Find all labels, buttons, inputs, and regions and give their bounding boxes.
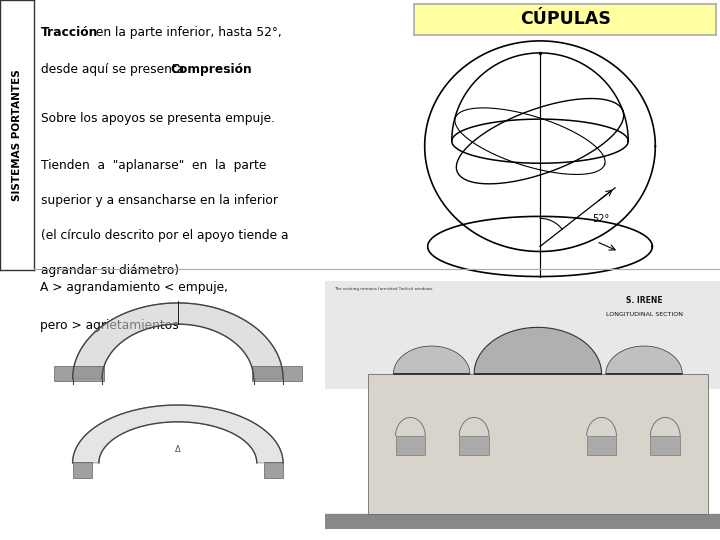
- Polygon shape: [54, 366, 104, 381]
- Polygon shape: [325, 514, 720, 529]
- Text: A > agrandamiento < empuje,: A > agrandamiento < empuje,: [40, 281, 228, 294]
- Bar: [325, 281, 720, 389]
- Polygon shape: [251, 366, 302, 381]
- Polygon shape: [73, 462, 91, 477]
- Polygon shape: [459, 436, 489, 455]
- Text: Compresión: Compresión: [171, 63, 252, 76]
- Polygon shape: [587, 436, 616, 455]
- Text: en la parte inferior, hasta 52°,: en la parte inferior, hasta 52°,: [91, 26, 282, 39]
- Polygon shape: [73, 303, 283, 379]
- Text: LONGITUDINAL SECTION: LONGITUDINAL SECTION: [606, 312, 683, 317]
- Text: (el círculo descrito por el apoyo tiende a: (el círculo descrito por el apoyo tiende…: [41, 228, 289, 241]
- Polygon shape: [395, 436, 426, 455]
- Text: .: .: [227, 63, 230, 76]
- Text: SISTEMAS PORTANTES: SISTEMAS PORTANTES: [12, 69, 22, 201]
- Polygon shape: [368, 374, 708, 514]
- Text: Tracción: Tracción: [41, 26, 99, 39]
- Text: Sobre los apoyos se presenta empuje.: Sobre los apoyos se presenta empuje.: [41, 112, 275, 125]
- Text: Δ: Δ: [175, 446, 181, 455]
- Text: pero > agrietamientos: pero > agrietamientos: [40, 319, 179, 332]
- Text: S. IRENE: S. IRENE: [626, 296, 662, 305]
- Polygon shape: [393, 346, 470, 374]
- Text: CÚPULAS: CÚPULAS: [520, 10, 611, 29]
- Text: agrandar su diámetro): agrandar su diámetro): [41, 264, 179, 276]
- Polygon shape: [264, 462, 283, 477]
- Text: superior y a ensancharse en la inferior: superior y a ensancharse en la inferior: [41, 193, 278, 206]
- Polygon shape: [606, 346, 683, 374]
- Polygon shape: [650, 436, 680, 455]
- Text: The existing remains furnished Turkish windows.: The existing remains furnished Turkish w…: [334, 287, 433, 291]
- Text: desde aquí se presenta: desde aquí se presenta: [41, 63, 189, 76]
- Text: 52°: 52°: [592, 214, 609, 224]
- Text: Tienden  a  "aplanarse"  en  la  parte: Tienden a "aplanarse" en la parte: [41, 159, 266, 172]
- Polygon shape: [73, 405, 283, 463]
- Text: FUNDAMENTACIÓN ESTRUCTURAL: FUNDAMENTACIÓN ESTRUCTURAL: [12, 306, 22, 504]
- Polygon shape: [474, 327, 601, 374]
